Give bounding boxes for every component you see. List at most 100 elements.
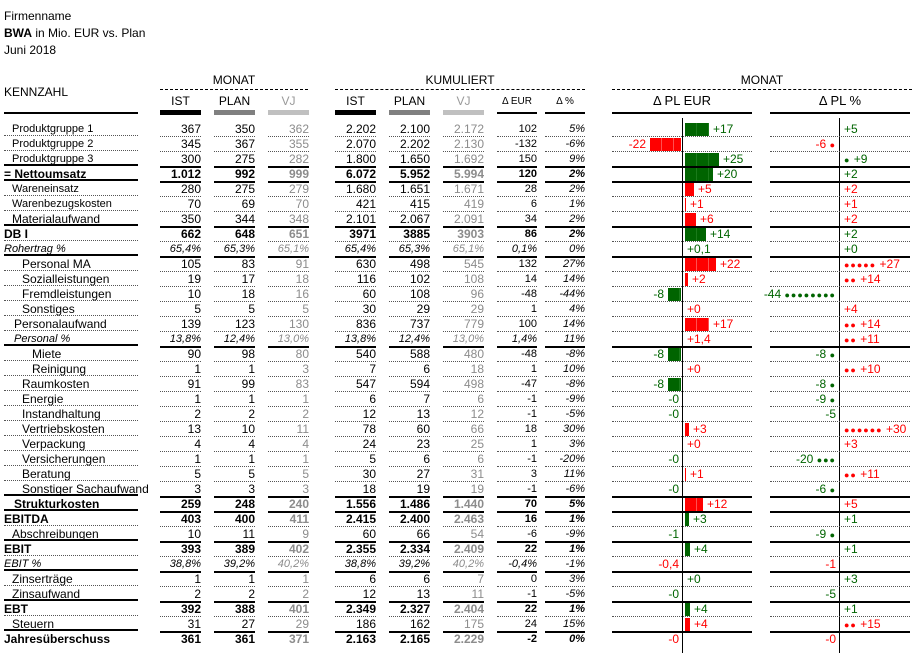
chart-row-separator — [770, 167, 910, 183]
chart-pct-underline — [770, 112, 910, 114]
chart-eur-underline — [612, 112, 752, 114]
cell-k-plan: 13 — [389, 587, 430, 603]
cell-d-eur: 1,4% — [497, 332, 537, 348]
row-label: EBITDA — [4, 512, 138, 526]
column-header-kum-ist: IST — [346, 94, 365, 108]
cell-d-eur: 28 — [497, 182, 537, 197]
delta-eur-label: +1 — [690, 197, 704, 211]
cell-ist: 280 — [160, 182, 201, 197]
table-row: Sozialleistungen 19 17 18 116 102 108 14 14% +2 ●●… — [0, 272, 917, 287]
chart-row-separator — [612, 302, 752, 317]
cell-d-eur: -48 — [497, 287, 537, 302]
cell-k-vj: 96 — [443, 287, 484, 302]
delta-pct-value: +14 — [860, 272, 881, 286]
row-label: Wareneinsatz — [4, 182, 138, 196]
cell-k-ist: 7 — [335, 362, 376, 377]
delta-pct-label: ●● +11 — [844, 332, 880, 346]
cell-k-vj: 2.463 — [443, 512, 484, 527]
cell-plan: 98 — [214, 347, 255, 362]
cell-d-pct: -9% — [545, 392, 585, 407]
cell-d-pct: 0% — [545, 242, 585, 258]
cell-d-eur: 34 — [497, 212, 537, 228]
delta-pct-label: +2 — [844, 182, 858, 196]
delta-eur-label: -0 — [668, 452, 679, 466]
chart-row-separator — [612, 437, 752, 452]
delta-pct-value: +9 — [853, 152, 868, 166]
cell-d-pct: 3% — [545, 572, 585, 587]
cell-k-ist: 60 — [335, 287, 376, 302]
delta-eur-underline — [497, 112, 537, 114]
cell-d-eur: -2 — [527, 633, 537, 645]
table-row: Zinserträge 1 1 1 6 6 7 0 3% +0 +3 — [0, 572, 917, 587]
column-header-vj: VJ — [281, 94, 296, 108]
cell-k-ist: 78 — [335, 422, 376, 437]
column-header-kennzahl: KENNZAHL — [4, 85, 69, 99]
cell-plan: 5 — [214, 467, 255, 482]
cell-d-eur: 22 — [497, 602, 537, 617]
chart-row-separator — [770, 377, 910, 392]
cell-d-pct: 5% — [545, 497, 585, 513]
cell-k-ist: 30 — [335, 302, 376, 317]
cell-vj: 70 — [268, 197, 309, 212]
kum-vj-color-bar — [443, 110, 484, 115]
chart-row-separator — [770, 422, 910, 437]
cell-k-plan: 12,4% — [389, 332, 430, 348]
row-label: EBIT % — [4, 557, 138, 571]
cell-plan: 1 — [214, 362, 255, 377]
delta-pct-label: +5 — [844, 497, 858, 511]
chart-row-separator — [770, 347, 910, 362]
delta-eur-label: +4 — [694, 542, 708, 556]
cell-d-pct: 10% — [545, 362, 585, 377]
delta-pct-value: +3 — [844, 437, 858, 451]
delta-eur-label: -0 — [668, 482, 679, 496]
cell-d-eur: 70 — [497, 497, 537, 513]
cell-plan: 1 — [214, 572, 255, 587]
kum-plan-color-bar — [389, 110, 430, 115]
delta-pct-label: -9 ● — [726, 392, 836, 406]
cell-k-ist: 2.349 — [335, 602, 376, 617]
cell-vj: 65,1% — [268, 242, 309, 258]
cell-vj: 651 — [268, 227, 309, 242]
cell-d-pct: -5% — [545, 407, 585, 422]
delta-pct-value: +2 — [844, 227, 858, 241]
delta-eur-label: -0,4 — [658, 557, 679, 571]
row-label: Sonstiger Sachaufwand — [4, 482, 149, 496]
cell-d-eur: -6 — [497, 527, 537, 543]
table-row: Steuern 31 27 29 186 162 175 24 15% +4 ●● +15 — [0, 617, 917, 633]
cell-k-plan: 2.334 — [389, 542, 430, 557]
cell-k-vj: 40,2% — [443, 557, 484, 573]
cell-d-eur: 22 — [497, 542, 537, 557]
delta-eur-label: -0 — [668, 407, 679, 421]
delta-pct-label: +2 — [844, 212, 858, 226]
cell-plan: 344 — [214, 212, 255, 228]
cell-plan: 65,3% — [214, 242, 255, 258]
cell-k-ist: 6 — [335, 572, 376, 587]
cell-d-eur: 102 — [497, 122, 537, 137]
plan-color-bar — [214, 110, 255, 115]
cell-k-plan: 29 — [389, 302, 430, 317]
cell-plan: 11 — [214, 527, 255, 543]
delta-eur-bar — [685, 183, 694, 196]
chart-row-separator — [612, 527, 752, 543]
chart-row-separator — [612, 557, 752, 573]
cell-k-plan: 108 — [389, 287, 430, 302]
cell-d-eur: 0,1% — [497, 242, 537, 258]
chart-row-separator — [612, 152, 752, 168]
cell-k-vj: 66 — [443, 422, 484, 437]
cell-d-eur: 100 — [497, 317, 537, 332]
delta-eur-label: +1 — [690, 467, 704, 481]
cell-k-ist: 1.800 — [335, 152, 376, 168]
cell-d-pct: 14% — [545, 317, 585, 332]
cell-d-pct: -8% — [545, 347, 585, 362]
cell-plan: 99 — [214, 377, 255, 392]
delta-pct-value: -1 — [825, 557, 836, 571]
delta-pct-label: +1 — [844, 197, 858, 211]
cell-ist: 3 — [160, 482, 201, 498]
delta-pct-value: -5 — [825, 587, 836, 601]
cell-d-eur: -1 — [497, 452, 537, 467]
cell-k-plan: 6 — [389, 572, 430, 587]
column-header-kum-plan: PLAN — [393, 94, 426, 108]
table-row: DB I 662 648 651 3971 3885 3903 86 2% +14 +2 — [0, 227, 917, 242]
cell-plan: 10 — [214, 422, 255, 437]
delta-pct-label: +3 — [844, 572, 858, 586]
